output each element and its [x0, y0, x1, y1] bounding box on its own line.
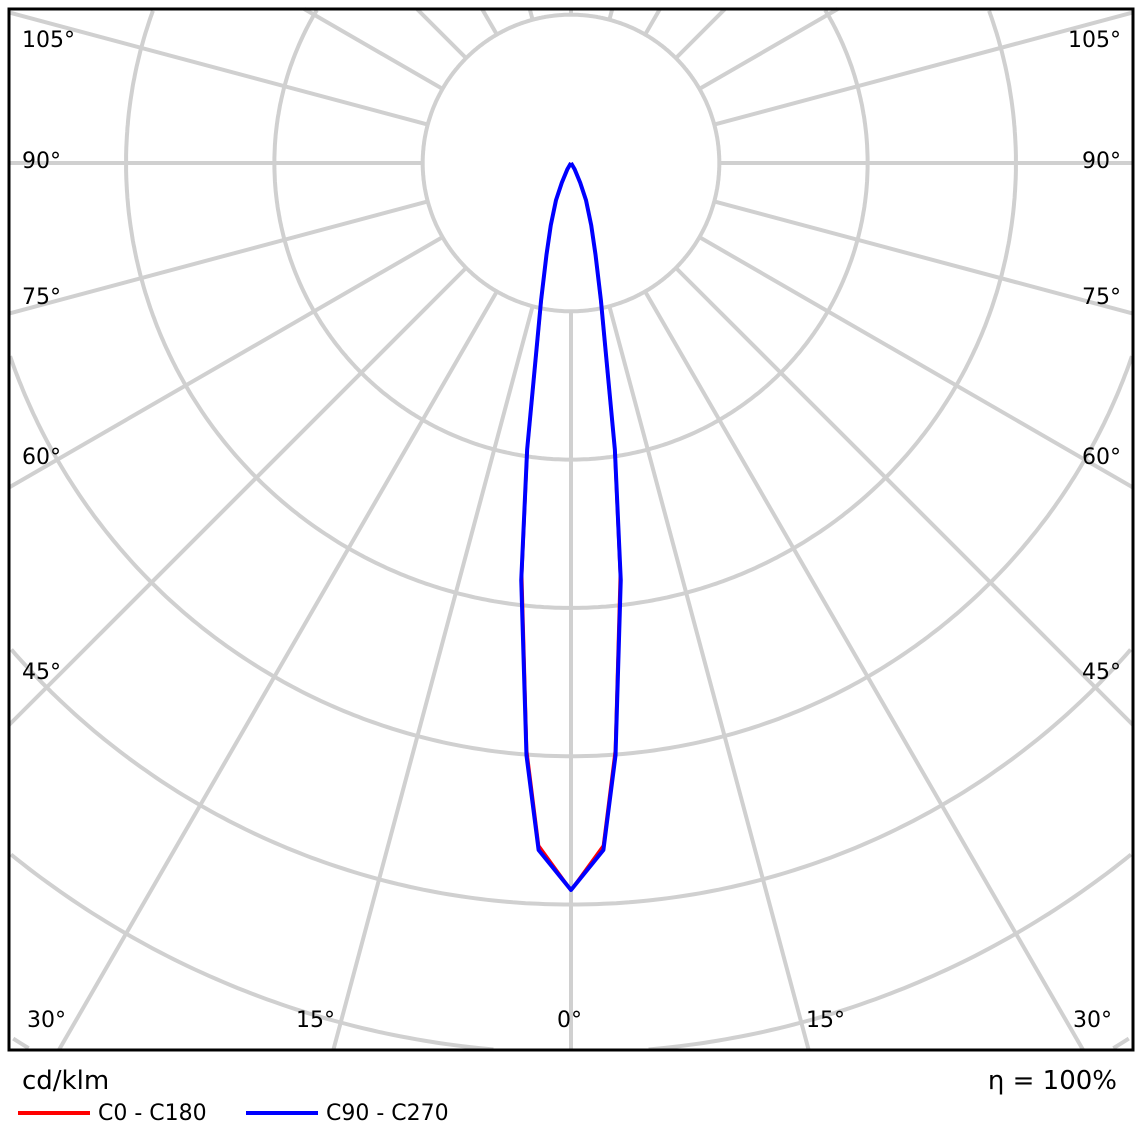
grid-spoke [480, 8, 499, 36]
angle-label: 105° [22, 28, 75, 53]
angle-label: 60° [1082, 445, 1121, 470]
angle-label: 75° [1082, 285, 1121, 310]
grid-ring [571, 648, 1133, 907]
grid-spoke [7, 266, 468, 727]
grid-spoke [713, 10, 1134, 127]
angle-label: 0° [557, 1008, 582, 1033]
grid-spoke [303, 7, 444, 91]
grid-ring [124, 10, 571, 610]
angle-label: 90° [1082, 149, 1121, 174]
angle-label: 75° [22, 285, 61, 310]
angle-label: 45° [1082, 660, 1121, 685]
grid-spoke [643, 8, 662, 36]
grid-spoke [698, 7, 839, 91]
grid-spoke [713, 199, 1134, 316]
grid-spoke [607, 8, 615, 21]
angle-label: 15° [296, 1008, 335, 1033]
angle-label: 60° [22, 445, 61, 470]
angle-label: 30° [1073, 1008, 1112, 1033]
legend-label-c0: C0 - C180 [98, 1101, 207, 1126]
grid-spoke [674, 266, 1135, 727]
grid-ring [571, 355, 1134, 759]
legend-swatch-c0 [18, 1111, 90, 1115]
grid-spoke [7, 235, 444, 490]
grid-spoke [8, 199, 429, 316]
grid [7, 7, 1135, 1052]
grid-ring [9, 648, 571, 907]
grid-ring [571, 10, 1018, 610]
angle-label: 45° [22, 660, 61, 685]
grid-spoke [8, 10, 429, 127]
grid-spoke [698, 235, 1134, 490]
grid-ring [8, 355, 571, 759]
grid-spoke [607, 305, 811, 1051]
plot-frame [7, 7, 1135, 1052]
series-curve-1 [519, 161, 623, 892]
unit-label: cd/klm [22, 1066, 110, 1096]
grid-spoke [415, 7, 468, 60]
legend-label-c90: C90 - C270 [326, 1101, 449, 1126]
grid-ring [420, 12, 722, 314]
grid-ring [272, 9, 571, 462]
grid-spoke [643, 290, 1085, 1052]
grid-spoke [674, 7, 727, 60]
grid-ring [1112, 1036, 1130, 1050]
grid-spoke [57, 290, 499, 1052]
angle-label: 105° [1068, 28, 1121, 53]
grid-ring [9, 852, 494, 1052]
grid-spoke [331, 305, 535, 1051]
angle-label: 90° [22, 149, 61, 174]
legend-swatch-c90 [246, 1111, 318, 1115]
angle-label: 30° [27, 1008, 66, 1033]
grid-ring [571, 9, 870, 462]
grid-ring [12, 1036, 30, 1050]
grid-ring [648, 852, 1133, 1052]
efficiency-label: η = 100% [987, 1066, 1117, 1096]
grid-spoke [527, 8, 535, 21]
angle-label: 15° [806, 1008, 845, 1033]
